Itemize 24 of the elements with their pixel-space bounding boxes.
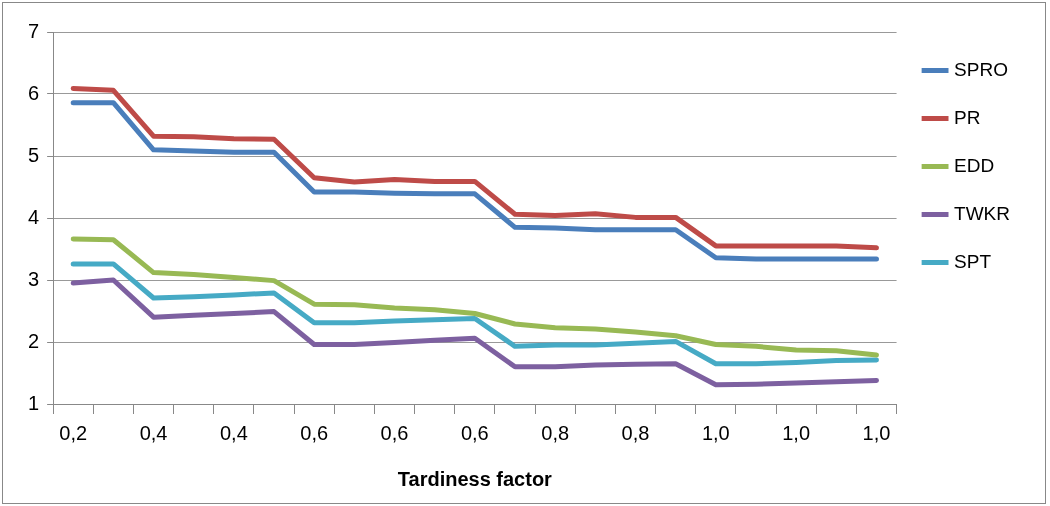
x-tick-label: 1,0 xyxy=(782,421,811,444)
legend-label: EDD xyxy=(954,154,995,176)
x-axis-title: Tardiness factor xyxy=(397,467,553,490)
x-tick-label: 0,6 xyxy=(300,421,329,444)
legend-label: TWKR xyxy=(954,202,1010,224)
x-tick-label: 1,0 xyxy=(701,421,730,444)
y-tick-label: 2 xyxy=(28,329,40,352)
x-tick-label: 0,2 xyxy=(59,421,88,444)
legend-label: SPRO xyxy=(954,58,1008,80)
x-tick-label: 0,4 xyxy=(219,421,248,444)
x-tick-label: 0,8 xyxy=(621,421,650,444)
x-tick-label: 0,6 xyxy=(380,421,409,444)
x-tick-label: 1,0 xyxy=(862,421,891,444)
y-tick-label: 3 xyxy=(28,267,40,290)
y-tick-label: 1 xyxy=(28,391,40,414)
y-tick-label: 4 xyxy=(28,205,40,228)
x-tick-label: 0,6 xyxy=(460,421,489,444)
y-tick-label: 6 xyxy=(28,81,40,104)
legend-label: PR xyxy=(954,106,981,128)
legend-label: SPT xyxy=(954,250,992,272)
x-tick-label: 0,4 xyxy=(139,421,168,444)
y-tick-label: 7 xyxy=(28,19,40,42)
x-tick-label: 0,8 xyxy=(541,421,570,444)
y-tick-label: 5 xyxy=(28,143,40,166)
